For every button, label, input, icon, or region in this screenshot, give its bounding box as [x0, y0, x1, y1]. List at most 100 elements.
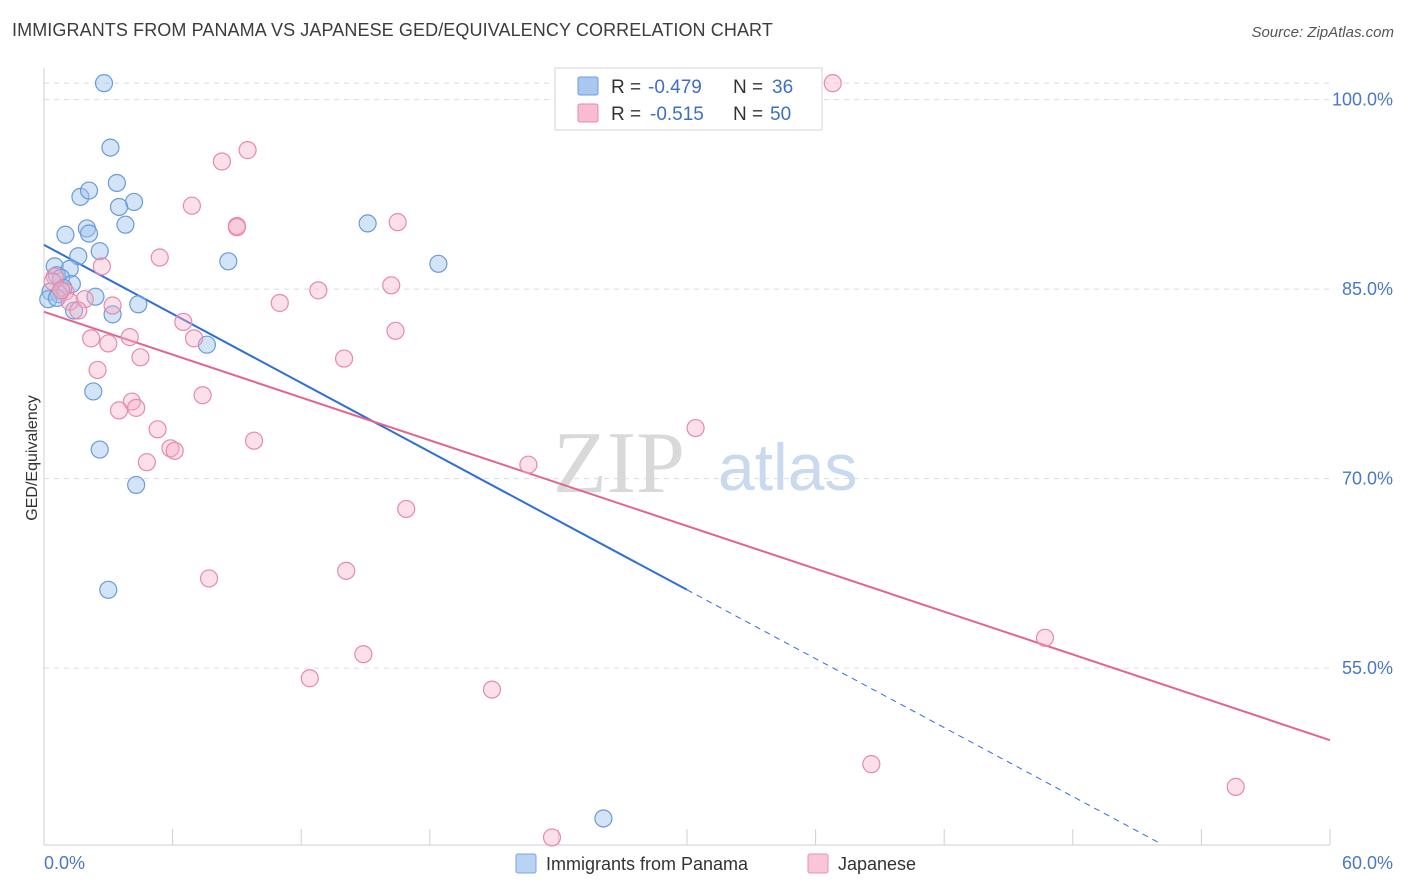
- watermark: ZIP atlas: [553, 415, 857, 512]
- japanese-point: [1035, 628, 1055, 647]
- panama-point: [358, 214, 377, 233]
- panama-point: [69, 247, 88, 266]
- japanese-point: [92, 257, 111, 276]
- japanese-point: [227, 218, 246, 237]
- panama-point: [107, 173, 126, 193]
- japanese-point: [354, 645, 373, 664]
- japanese-point: [388, 213, 407, 232]
- points-layer: [39, 74, 1245, 847]
- japanese-point: [244, 431, 264, 450]
- legend-top-box: [554, 67, 823, 131]
- japanese-point: [150, 248, 169, 267]
- trend-line-panama-extension: [686, 589, 1159, 843]
- japanese-point: [109, 401, 129, 420]
- japanese-point: [397, 499, 416, 519]
- watermark-zip: ZIP: [553, 415, 685, 512]
- japanese-point: [309, 281, 328, 300]
- panama-point: [116, 215, 135, 234]
- y-tick-label: 70.0%: [1342, 469, 1393, 489]
- japanese-point: [334, 349, 354, 368]
- legend-r-value-japanese: -0.515: [650, 104, 704, 125]
- japanese-point: [386, 321, 405, 340]
- japanese-point: [165, 441, 184, 460]
- tick-label-layer: 100.0% 85.0% 70.0% 55.0% 0.0% 60.0%: [44, 90, 1393, 873]
- japanese-point: [337, 561, 356, 580]
- panama-point: [99, 580, 118, 599]
- panama-point: [79, 181, 99, 200]
- y-axis-title: GED/Equivalency: [24, 395, 41, 520]
- japanese-point: [238, 141, 257, 160]
- japanese-point: [686, 418, 705, 438]
- legend-r-label-japanese: R =: [611, 104, 641, 125]
- japanese-point: [482, 680, 502, 699]
- legend-r-label-panama: R =: [611, 77, 641, 98]
- panama-point: [429, 254, 448, 273]
- panama-point: [62, 274, 81, 294]
- x-tick-label: 60.0%: [1342, 853, 1393, 873]
- japanese-point: [182, 196, 201, 215]
- legend-bottom-swatch-japanese: [807, 853, 829, 874]
- panama-point: [101, 138, 120, 157]
- panama-point: [127, 475, 146, 495]
- legend-n-value-japanese: 50: [770, 104, 791, 125]
- japanese-point: [120, 328, 139, 347]
- japanese-point: [300, 669, 319, 688]
- japanese-point: [99, 334, 118, 353]
- panama-point: [109, 197, 129, 217]
- japanese-point: [148, 420, 167, 439]
- japanese-point: [519, 455, 538, 474]
- legend-swatch-japanese: [577, 103, 599, 123]
- chart-source: Source: ZipAtlas.com: [1251, 24, 1394, 41]
- legend-n-value-panama: 36: [772, 77, 793, 98]
- japanese-point: [52, 281, 71, 300]
- y-tick-label: 55.0%: [1342, 658, 1393, 678]
- japanese-point: [88, 360, 107, 380]
- panama-point: [90, 242, 109, 261]
- x-tick-label: 0.0%: [44, 853, 85, 873]
- panama-point: [86, 287, 105, 306]
- legend-bottom-swatch-panama: [515, 853, 537, 874]
- panama-point: [79, 224, 99, 243]
- japanese-point: [1226, 777, 1245, 796]
- panama-point: [56, 225, 75, 244]
- japanese-point: [823, 74, 842, 93]
- legend-n-label-panama: N =: [733, 77, 763, 98]
- japanese-point: [82, 329, 101, 348]
- trend-layer: [43, 243, 1331, 843]
- legend-bottom: Immigrants from Panama Japanese: [515, 853, 916, 874]
- y-tick-label: 100.0%: [1332, 90, 1393, 110]
- japanese-point: [862, 755, 881, 774]
- japanese-point: [174, 312, 193, 332]
- japanese-point: [75, 290, 94, 309]
- legend-top: R = -0.479 N = 36 R = -0.515 N = 50: [554, 67, 823, 131]
- panama-point: [594, 809, 613, 828]
- legend-swatch-panama: [577, 76, 599, 96]
- japanese-point: [127, 398, 146, 417]
- panama-point: [64, 301, 84, 320]
- japanese-point: [270, 293, 289, 313]
- japanese-point: [193, 386, 212, 405]
- japanese-point: [212, 152, 231, 171]
- watermark-atlas: atlas: [718, 430, 857, 504]
- legend-n-label-japanese: N =: [733, 104, 763, 125]
- legend-bottom-label-japanese: Japanese: [838, 854, 916, 874]
- japanese-point: [382, 276, 401, 295]
- axes-layer: [43, 68, 1331, 846]
- y-tick-label: 85.0%: [1342, 279, 1393, 299]
- japanese-point: [137, 453, 156, 472]
- panama-point: [129, 295, 148, 314]
- panama-point: [94, 74, 114, 93]
- japanese-point: [69, 301, 88, 320]
- panama-point: [90, 440, 109, 459]
- japanese-point: [184, 329, 204, 348]
- japanese-point: [542, 828, 562, 847]
- panama-point: [219, 252, 238, 271]
- japanese-point: [103, 296, 122, 315]
- trend-line-panama: [43, 243, 688, 591]
- panama-point: [84, 382, 103, 401]
- legend-r-value-panama: -0.479: [648, 77, 702, 98]
- legend-bottom-label-panama: Immigrants from Panama: [546, 854, 749, 874]
- trend-line-japanese: [43, 310, 1331, 742]
- chart-title: IMMIGRANTS FROM PANAMA VS JAPANESE GED/E…: [12, 20, 773, 40]
